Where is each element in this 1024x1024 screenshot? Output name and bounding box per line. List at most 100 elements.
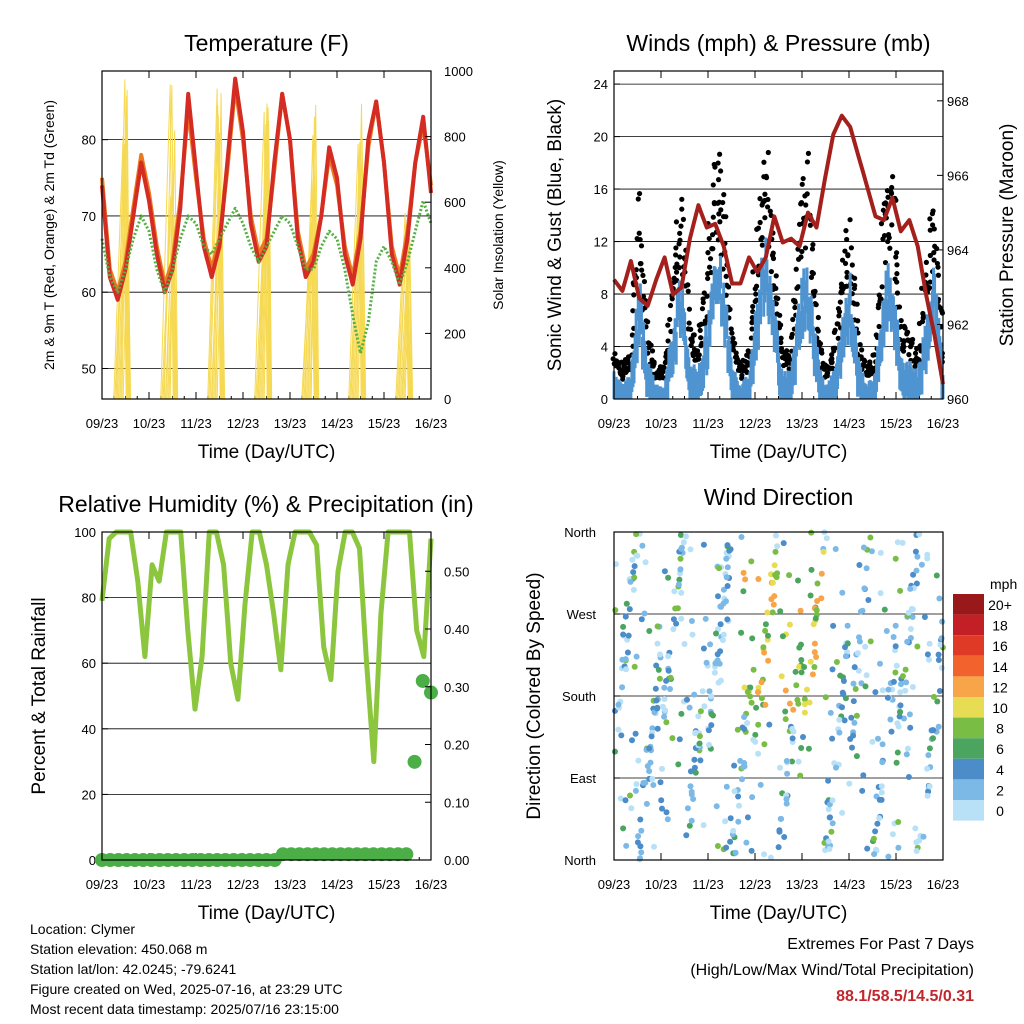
- direction-point: [642, 779, 649, 786]
- direction-point: [918, 561, 925, 568]
- direction-point: [619, 684, 626, 691]
- gust-point: [725, 284, 732, 290]
- gust-point: [877, 295, 883, 302]
- direction-point: [801, 696, 808, 703]
- direction-point: [883, 628, 890, 634]
- direction-point: [877, 590, 884, 597]
- direction-point: [691, 691, 698, 698]
- gust-point: [707, 256, 714, 262]
- colorbar-label: 2: [996, 782, 1004, 798]
- solar-spike: [261, 109, 272, 400]
- direction-point: [811, 649, 818, 656]
- direction-point: [620, 825, 627, 832]
- gust-point: [859, 347, 865, 353]
- gust-point: [645, 319, 651, 325]
- y-tick-label: East: [570, 771, 596, 786]
- gust-point: [716, 211, 722, 217]
- colorbar-swatch: [953, 594, 984, 615]
- direction-point: [830, 622, 837, 629]
- solar-series: [113, 79, 414, 400]
- x-tick-label: 09/23: [598, 877, 631, 892]
- direction-point: [894, 720, 901, 727]
- gust-point: [677, 230, 683, 236]
- gust-point: [649, 348, 656, 354]
- gust-point: [770, 255, 777, 262]
- direction-point: [778, 815, 785, 822]
- gust-point: [792, 304, 798, 311]
- chart-title: Winds (mph) & Pressure (mb): [626, 30, 930, 56]
- direction-point: [748, 558, 755, 565]
- direction-point: [828, 828, 835, 835]
- gust-point: [862, 358, 868, 364]
- y-tick-label: 4: [601, 340, 608, 355]
- direction-point: [795, 577, 801, 584]
- gust-point: [745, 362, 751, 368]
- direction-point: [706, 688, 713, 695]
- direction-point: [877, 549, 884, 556]
- y-tick-label: 20: [594, 130, 608, 145]
- direction-point: [814, 580, 821, 587]
- colorbar-label: 4: [996, 762, 1004, 778]
- direction-point: [626, 606, 633, 613]
- direction-point: [801, 664, 808, 670]
- direction-point: [912, 548, 919, 555]
- direction-point: [837, 672, 844, 679]
- direction-point: [735, 818, 742, 825]
- gust-point: [654, 369, 661, 375]
- direction-point: [655, 666, 662, 673]
- direction-point: [842, 644, 848, 651]
- colorbar-swatch: [953, 676, 984, 697]
- x-tick-label: 15/23: [880, 877, 913, 892]
- direction-point: [894, 539, 901, 546]
- direction-point: [744, 814, 751, 821]
- gust-point: [761, 159, 767, 165]
- direction-point: [631, 574, 638, 581]
- y-right-tick-label: 600: [444, 195, 466, 210]
- direction-point: [797, 607, 804, 614]
- x-tick-label: 15/23: [368, 877, 401, 892]
- direction-point: [808, 566, 815, 573]
- direction-point: [764, 609, 771, 616]
- y-axis-label: Direction (Colored By Speed): [524, 572, 545, 819]
- gust-point: [920, 314, 926, 320]
- direction-point: [769, 579, 776, 586]
- gust-point: [686, 306, 693, 312]
- direction-point: [867, 638, 874, 645]
- direction-point: [775, 844, 782, 851]
- direction-point: [892, 622, 899, 629]
- direction-point: [741, 726, 748, 732]
- direction-point: [715, 593, 721, 600]
- direction-point: [677, 566, 684, 573]
- direction-point: [904, 638, 911, 645]
- gust-point: [837, 299, 843, 305]
- direction-point: [909, 614, 916, 620]
- gust-point: [728, 326, 734, 332]
- gust-point: [815, 314, 821, 321]
- direction-point: [617, 795, 624, 802]
- direction-point: [853, 753, 860, 760]
- direction-point: [738, 629, 745, 636]
- direction-point: [938, 664, 945, 671]
- direction-point: [708, 711, 715, 717]
- direction-point: [869, 738, 876, 745]
- direction-point: [675, 581, 682, 588]
- direction-point: [654, 725, 661, 732]
- direction-point: [936, 688, 943, 694]
- direction-point: [663, 719, 670, 726]
- direction-point: [801, 701, 808, 708]
- direction-point: [902, 687, 909, 694]
- direction-point: [810, 621, 817, 628]
- gust-point: [668, 328, 674, 335]
- gust-point: [850, 300, 856, 306]
- direction-point: [661, 713, 668, 720]
- gust-point: [733, 350, 739, 356]
- gust-point: [887, 245, 893, 251]
- direction-point: [829, 666, 836, 673]
- gust-point: [935, 272, 942, 278]
- gust-point: [685, 282, 691, 288]
- gust-point: [639, 267, 645, 273]
- direction-point: [720, 600, 727, 607]
- gust-point: [665, 322, 671, 328]
- direction-point: [681, 641, 688, 647]
- direction-point: [665, 653, 672, 660]
